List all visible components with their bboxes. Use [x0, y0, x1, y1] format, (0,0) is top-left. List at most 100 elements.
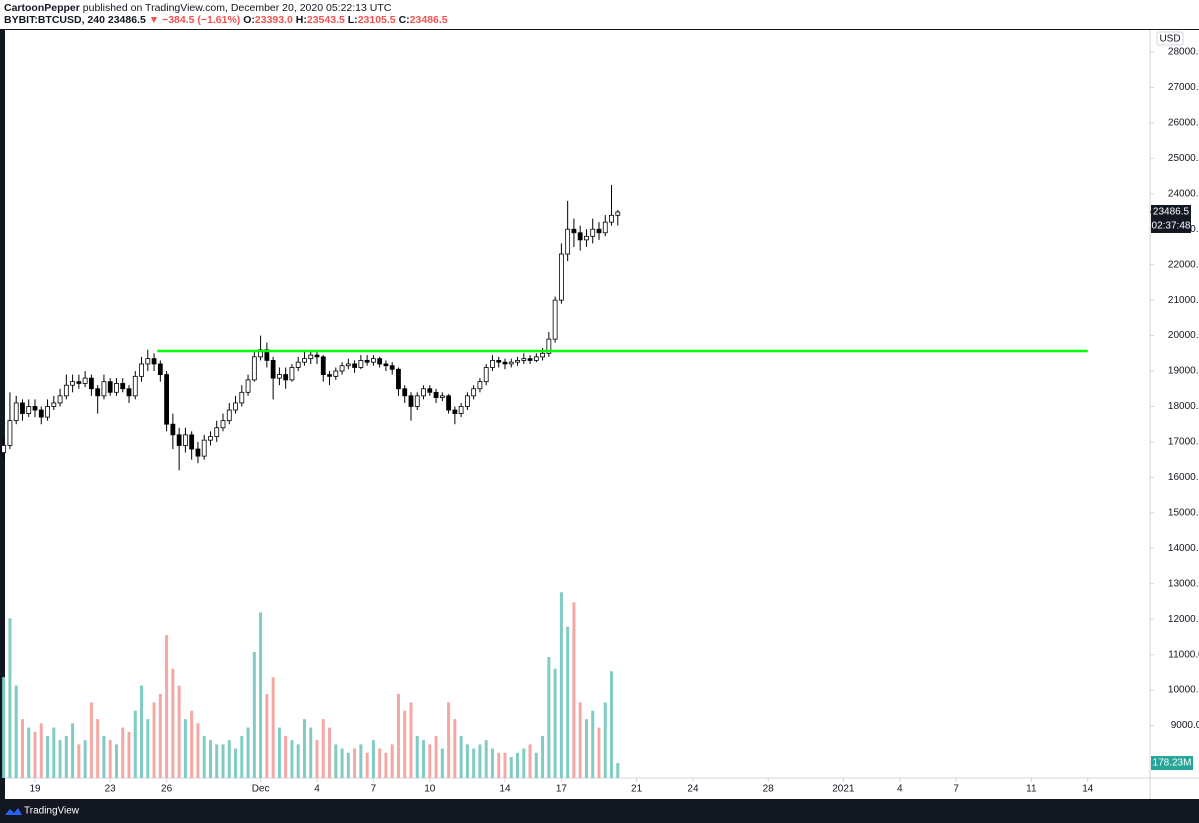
brand-name[interactable]: TradingView	[24, 806, 80, 817]
candle-body	[245, 379, 251, 393]
x-tick-label: 26	[161, 784, 173, 795]
candle-body	[157, 363, 163, 375]
candle-body	[195, 448, 201, 457]
published: published on TradingView.com, December 2…	[83, 2, 392, 14]
volume-bar	[459, 735, 463, 778]
volume-bar	[127, 731, 131, 778]
volume-bar	[265, 693, 269, 778]
volume-bar	[378, 748, 382, 778]
candle-body	[26, 406, 32, 414]
header-line-1: CartoonPepper published on TradingView.c…	[4, 2, 392, 14]
y-tick-label: 13000.0	[1168, 578, 1199, 589]
candle-body	[571, 228, 577, 234]
candle-body	[251, 356, 257, 381]
volume-bar	[71, 723, 75, 778]
volume-bar	[39, 723, 43, 778]
candle-body	[421, 388, 426, 397]
volume-bar	[603, 702, 607, 778]
candle-body	[471, 388, 477, 397]
candle-body	[558, 253, 564, 301]
volume-bar	[340, 748, 344, 778]
currency[interactable]: USD	[1159, 34, 1180, 45]
candle-body	[446, 395, 451, 411]
x-tick-label: 7	[953, 784, 959, 795]
candle-body	[502, 361, 508, 365]
candle-body	[276, 374, 282, 379]
y-tick-label: 19000.0	[1168, 366, 1199, 377]
volume-bar	[453, 719, 457, 778]
candle-body	[358, 359, 364, 368]
candle-body	[151, 358, 157, 365]
volume-bar	[152, 702, 156, 778]
volume-bar	[472, 748, 476, 778]
volume-bar	[14, 685, 18, 778]
candle-body	[477, 381, 483, 390]
volume-bar	[522, 748, 526, 778]
volume-bar	[403, 710, 407, 778]
volume-bar	[572, 602, 576, 778]
volume-bar	[96, 719, 100, 778]
volume-bar	[447, 702, 451, 778]
candle-body	[302, 358, 307, 363]
candle-body	[32, 406, 38, 411]
volume-bar	[528, 744, 532, 778]
x-tick-label: 14	[1082, 784, 1094, 795]
candle-body	[114, 383, 119, 393]
x-tick-label: 10	[424, 784, 436, 795]
candle-body	[13, 402, 19, 422]
candle-body	[345, 363, 351, 367]
volume-bar	[108, 740, 112, 778]
candle-body	[565, 228, 571, 255]
y-tick-label: 11000.0	[1168, 649, 1199, 660]
volume-bar	[121, 727, 125, 778]
candle-body	[590, 228, 596, 237]
y-tick-label: 20000.0	[1168, 330, 1199, 341]
countdown-badge	[1151, 218, 1191, 233]
volume-bar	[490, 748, 494, 778]
volume-bar	[415, 735, 419, 778]
candle-body	[370, 358, 376, 363]
volume-bar	[83, 740, 87, 778]
candle-body	[126, 388, 132, 397]
candle-body	[521, 358, 527, 361]
candle-body	[533, 356, 539, 361]
volume-bar	[208, 740, 212, 778]
candle-body	[383, 363, 389, 367]
volume-bar	[165, 635, 169, 778]
candle-body	[320, 356, 326, 375]
brand-logo[interactable]	[5, 808, 22, 815]
candle-body	[352, 363, 357, 368]
candle-body	[132, 375, 138, 397]
volume-bar	[183, 719, 187, 778]
candle-body	[333, 370, 339, 377]
volume-bar	[534, 752, 538, 778]
volume-bar	[553, 668, 557, 778]
candle-body	[7, 420, 13, 446]
volume-bar	[190, 710, 194, 778]
volume-bar	[196, 723, 200, 778]
brand[interactable]: TradingView	[5, 806, 80, 817]
candle-body	[577, 232, 583, 241]
candle-body	[433, 391, 439, 399]
candle-body	[408, 395, 414, 407]
volume-bar	[221, 744, 225, 778]
volume-bar	[541, 735, 545, 778]
candle-body	[515, 359, 520, 363]
volume-bar	[284, 735, 288, 778]
y-tick-label: 25000.0	[1168, 153, 1199, 164]
candle-body	[214, 427, 220, 438]
ohlc-label: C:	[399, 14, 410, 26]
currency-box[interactable]	[1156, 31, 1184, 46]
candle-body	[182, 434, 188, 446]
candle-body	[63, 384, 69, 397]
volume-bar	[234, 748, 238, 778]
candle-body	[295, 361, 301, 368]
ohlc-value: 23393.0	[255, 14, 293, 26]
volume-bar	[334, 744, 338, 778]
volume-bar	[422, 740, 426, 778]
ohlc-label: O:	[243, 14, 255, 26]
y-tick-label: 17000.0	[1168, 437, 1199, 448]
volume-bar	[277, 727, 281, 778]
ohlc-label: H:	[296, 14, 307, 26]
volume-bar	[559, 592, 563, 778]
